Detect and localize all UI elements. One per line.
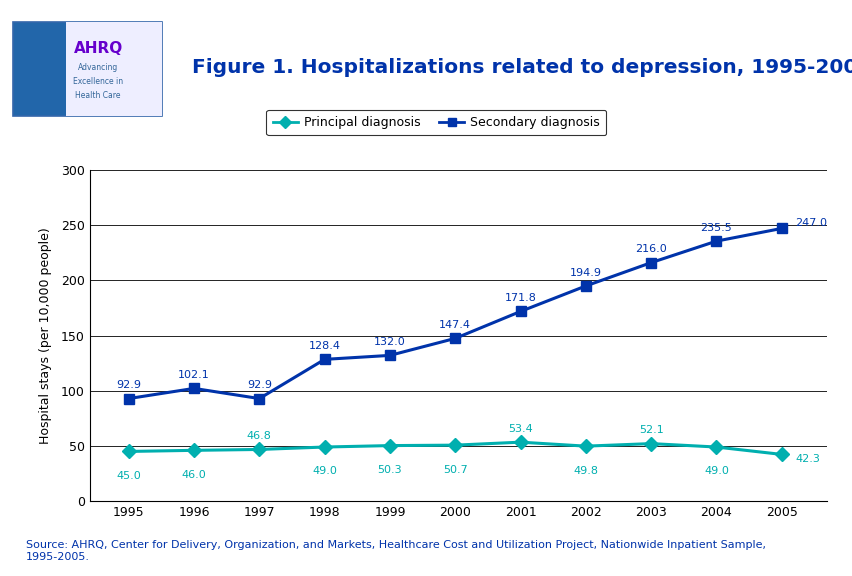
Text: 171.8: 171.8 bbox=[504, 293, 536, 303]
Text: 132.0: 132.0 bbox=[374, 337, 406, 347]
Text: Health Care: Health Care bbox=[75, 91, 121, 100]
Text: 50.3: 50.3 bbox=[377, 465, 402, 475]
Text: 50.7: 50.7 bbox=[442, 465, 467, 475]
Text: 194.9: 194.9 bbox=[569, 268, 602, 278]
FancyBboxPatch shape bbox=[13, 22, 162, 116]
Text: 52.1: 52.1 bbox=[638, 425, 663, 435]
Text: 92.9: 92.9 bbox=[246, 380, 272, 390]
Text: 46.8: 46.8 bbox=[246, 431, 272, 441]
Text: Advancing: Advancing bbox=[78, 63, 118, 73]
FancyBboxPatch shape bbox=[66, 22, 162, 116]
Text: Source: AHRQ, Center for Delivery, Organization, and Markets, Healthcare Cost an: Source: AHRQ, Center for Delivery, Organ… bbox=[26, 540, 765, 562]
Text: 147.4: 147.4 bbox=[439, 320, 470, 330]
Text: 42.3: 42.3 bbox=[795, 454, 820, 464]
Text: 45.0: 45.0 bbox=[116, 471, 141, 481]
Text: 49.0: 49.0 bbox=[703, 467, 728, 476]
Text: Figure 1. Hospitalizations related to depression, 1995-2005: Figure 1. Hospitalizations related to de… bbox=[192, 59, 852, 77]
Text: 53.4: 53.4 bbox=[508, 424, 532, 434]
Text: 49.8: 49.8 bbox=[573, 465, 597, 476]
Text: 216.0: 216.0 bbox=[635, 244, 666, 255]
Text: Excellence in: Excellence in bbox=[73, 77, 123, 86]
Text: 46.0: 46.0 bbox=[181, 470, 206, 480]
Text: 49.0: 49.0 bbox=[312, 467, 337, 476]
Text: 128.4: 128.4 bbox=[308, 341, 340, 351]
Y-axis label: Hospital stays (per 10,000 people): Hospital stays (per 10,000 people) bbox=[39, 227, 53, 444]
Text: 102.1: 102.1 bbox=[178, 370, 210, 380]
Text: 92.9: 92.9 bbox=[116, 380, 141, 390]
Text: AHRQ: AHRQ bbox=[73, 41, 123, 56]
Text: 235.5: 235.5 bbox=[699, 223, 731, 233]
Text: 247.0: 247.0 bbox=[795, 218, 826, 229]
Legend: Principal diagnosis, Secondary diagnosis: Principal diagnosis, Secondary diagnosis bbox=[266, 110, 606, 135]
